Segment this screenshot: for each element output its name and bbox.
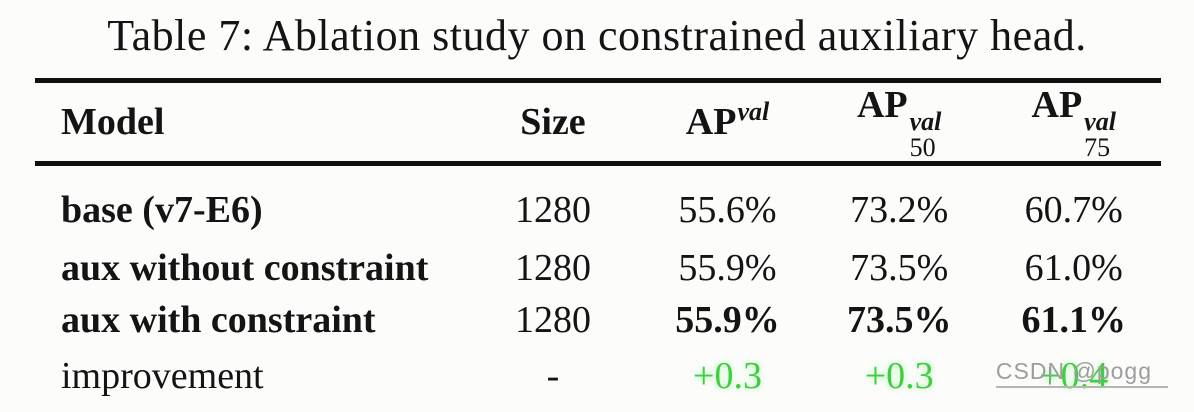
ap50-label: AP	[856, 84, 908, 126]
ap-label: AP	[685, 101, 737, 143]
cell-ap-improvement: +0.3	[693, 354, 762, 397]
cell-ap75-improvement: +0.4	[1039, 354, 1109, 397]
csdn-watermark: CSDN @pogg	[995, 358, 1168, 388]
cell-model: aux without constraint	[61, 247, 429, 289]
cell-ap75: 60.7%	[1024, 189, 1123, 231]
cell-ap75: 61.0%	[1024, 247, 1123, 289]
cell-ap75: 61.1%	[1021, 299, 1126, 341]
col-header-ap50-val: AP val 50	[812, 81, 987, 164]
table-row-base: base (v7-E6) 1280 55.6% 73.2% 60.7%	[35, 164, 1161, 243]
ap50-superscript: val	[909, 107, 942, 136]
table-row-aux-with-constraint: aux with constraint 1280 55.9% 73.5% 61.…	[35, 294, 1161, 346]
results-table: Model Size APval AP val 50 AP val 75 base (v…	[35, 78, 1161, 412]
col-header-ap75-val: AP val 75	[986, 81, 1161, 164]
col-header-model: Model	[61, 101, 165, 143]
cell-size: 1280	[514, 247, 591, 289]
cell-size: -	[546, 354, 560, 397]
ap75-supsub: val 75	[1084, 109, 1116, 161]
ap-superscript: val	[737, 97, 770, 126]
ap50-subscript: 50	[909, 133, 936, 162]
table-row-improvement: improvement - +0.3 +0.3 +0.4	[35, 346, 1161, 412]
cell-size: 1280	[514, 299, 591, 341]
table-caption: Table 7: Ablation study on constrained a…	[107, 11, 1087, 60]
cell-model: improvement	[61, 354, 264, 397]
ap75-subscript: 75	[1084, 133, 1111, 162]
cell-ap50: 73.5%	[846, 299, 952, 341]
cell-ap: 55.9%	[678, 247, 777, 289]
header-row: Model Size APval AP val 50 AP val 75	[35, 80, 1161, 164]
cell-ap50: 73.2%	[850, 189, 949, 231]
col-header-ap-val: APval	[643, 81, 812, 164]
cell-ap50: 73.5%	[850, 247, 949, 289]
ap75-label: AP	[1031, 84, 1083, 126]
ap50-supsub: val 50	[910, 109, 942, 161]
cell-model: aux with constraint	[61, 299, 376, 341]
cell-ap50-improvement: +0.3	[864, 354, 934, 397]
table-row-aux-without-constraint: aux without constraint 1280 55.9% 73.5% …	[35, 242, 1161, 294]
ap75-superscript: val	[1084, 107, 1116, 136]
cell-ap: 55.9%	[675, 299, 780, 341]
cell-ap: 55.6%	[678, 189, 777, 231]
cell-model: base (v7-E6)	[61, 189, 263, 231]
cell-size: 1280	[514, 189, 591, 231]
ablation-table: Model Size APval AP val 50 AP val 75 base (v…	[35, 78, 1161, 412]
col-header-size: Size	[520, 101, 586, 143]
